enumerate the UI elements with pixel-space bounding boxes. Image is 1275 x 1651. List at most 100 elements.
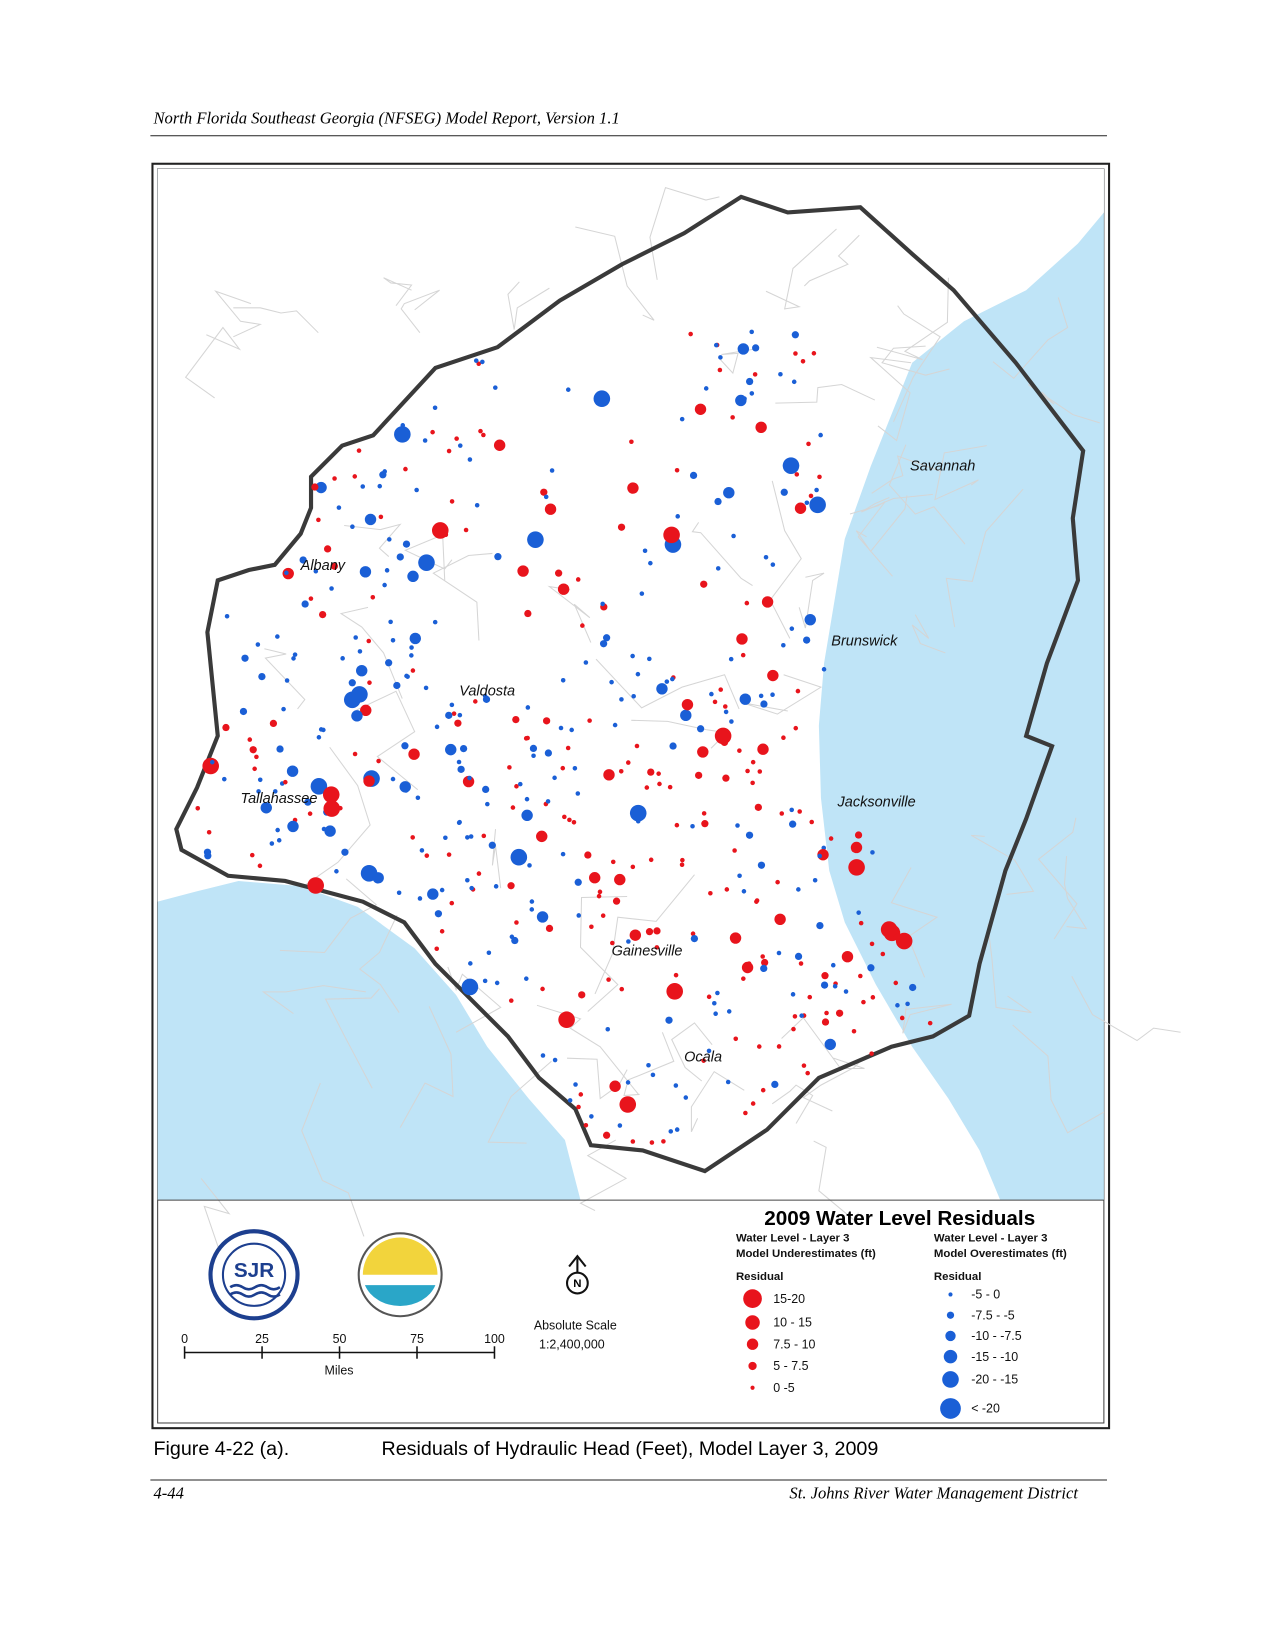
county-line — [893, 305, 941, 423]
residual-point — [609, 1080, 621, 1092]
residual-point — [619, 697, 624, 702]
residual-point — [895, 1003, 900, 1008]
county-lines — [184, 186, 1181, 1265]
scale-unit: Miles — [325, 1363, 354, 1377]
residual-point — [356, 448, 362, 453]
residual-point — [276, 745, 284, 753]
residual-point — [880, 951, 886, 957]
residual-point — [861, 999, 866, 1005]
county-line — [595, 658, 740, 710]
residual-point — [609, 679, 614, 685]
residual-point — [382, 469, 387, 474]
residual-point — [654, 945, 660, 950]
residual-point — [713, 1011, 718, 1016]
legend-swatch — [743, 1289, 762, 1308]
residual-point — [746, 377, 754, 386]
land — [157, 168, 1104, 1201]
residual-point — [356, 664, 368, 677]
residual-point — [340, 656, 345, 661]
residual-point — [683, 1095, 689, 1100]
residual-point — [629, 929, 642, 941]
residual-point — [524, 976, 529, 981]
county-line — [301, 1082, 365, 1237]
county-line — [399, 1006, 454, 1128]
residual-point — [493, 439, 506, 451]
residual-point — [583, 660, 589, 665]
residual-point — [272, 789, 278, 794]
residual-point — [602, 634, 611, 642]
residual-point — [449, 900, 455, 906]
residual-point — [269, 841, 275, 846]
residual-point — [385, 659, 393, 667]
residual-point — [801, 1063, 807, 1068]
residual-point — [284, 678, 290, 683]
residual-point — [432, 619, 438, 625]
residual-point — [558, 725, 564, 731]
residual-point — [430, 429, 435, 435]
residual-point — [402, 540, 411, 548]
residual-point — [206, 829, 212, 835]
residual-point — [750, 780, 755, 786]
residual-point — [848, 859, 865, 876]
residual-point — [287, 820, 299, 833]
residual-point — [757, 743, 769, 755]
residual-point — [283, 779, 288, 785]
residual-point — [752, 344, 760, 352]
residual-point — [674, 1127, 680, 1132]
residual-point — [895, 932, 913, 950]
residual-point — [281, 706, 286, 712]
residual-point — [720, 738, 729, 747]
residual-point — [706, 1048, 712, 1054]
residual-point — [593, 390, 611, 407]
north-label: N — [573, 1278, 581, 1290]
residual-point — [733, 1036, 739, 1042]
residual-point — [745, 768, 750, 774]
residual-point — [409, 632, 421, 645]
legend-item: -10 - -7.5 — [971, 1329, 1021, 1343]
residual-point — [812, 877, 818, 883]
residual-point — [796, 887, 801, 892]
residual-point — [580, 623, 585, 628]
residual-point — [310, 778, 328, 795]
residual-point — [451, 711, 457, 716]
residual-point — [600, 913, 606, 918]
residual-point — [322, 786, 340, 803]
residual-point — [454, 436, 459, 441]
residual-point — [439, 929, 445, 934]
residual-point — [791, 1026, 796, 1032]
residual-point — [427, 888, 439, 900]
footer-page: 4-44 — [153, 1484, 183, 1503]
county-line — [769, 480, 802, 639]
legend-item: 15-20 — [773, 1292, 805, 1306]
residual-point — [674, 467, 680, 473]
city-label: Tallahassee — [241, 791, 318, 807]
residual-point — [610, 859, 616, 865]
county-line — [575, 226, 655, 321]
residual-point — [869, 1051, 874, 1056]
residual-point — [736, 633, 748, 645]
residual-point — [415, 795, 421, 801]
residual-point — [870, 850, 875, 855]
footer-org: St. Johns River Water Management Distric… — [789, 1484, 1078, 1503]
residual-point — [752, 372, 758, 377]
county-line — [594, 874, 695, 995]
residual-point — [542, 717, 551, 725]
residual-point — [494, 553, 502, 561]
residual-point — [388, 619, 393, 625]
residual-point — [410, 835, 415, 840]
county-line — [1071, 976, 1181, 1042]
county-line — [690, 1070, 745, 1132]
residual-point — [510, 848, 528, 866]
residual-point — [222, 723, 230, 732]
residual-point — [737, 343, 750, 355]
county-line — [765, 228, 837, 310]
residual-point — [858, 973, 863, 979]
residual-point — [434, 910, 443, 918]
residual-point — [409, 645, 414, 650]
residual-point — [558, 1011, 575, 1029]
caption-text: Residuals of Hydraulic Head (Feet), Mode… — [382, 1438, 879, 1460]
residual-point — [780, 488, 788, 496]
residual-point — [634, 743, 640, 749]
residual-point — [224, 613, 230, 619]
residual-point — [465, 835, 470, 840]
